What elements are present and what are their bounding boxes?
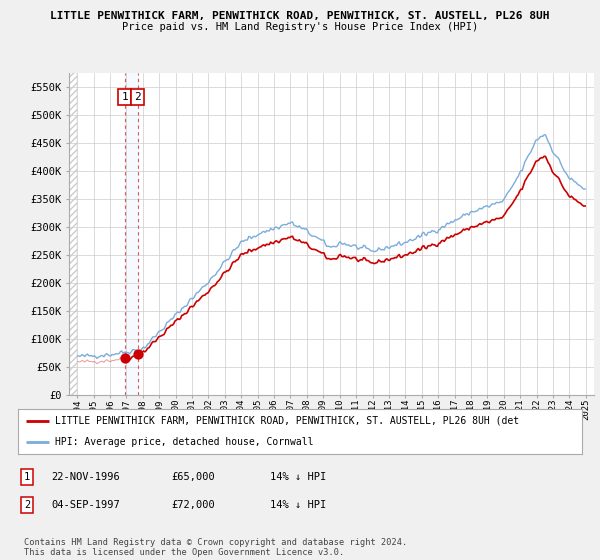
- Text: 14% ↓ HPI: 14% ↓ HPI: [270, 472, 326, 482]
- Text: Price paid vs. HM Land Registry's House Price Index (HPI): Price paid vs. HM Land Registry's House …: [122, 22, 478, 32]
- Text: 1: 1: [121, 92, 128, 102]
- Point: [133, 350, 142, 359]
- Text: Contains HM Land Registry data © Crown copyright and database right 2024.
This d: Contains HM Land Registry data © Crown c…: [24, 538, 407, 557]
- Text: 2: 2: [24, 500, 30, 510]
- Text: HPI: Average price, detached house, Cornwall: HPI: Average price, detached house, Corn…: [55, 436, 313, 446]
- Text: 2: 2: [134, 92, 141, 102]
- Text: £65,000: £65,000: [171, 472, 215, 482]
- Text: 22-NOV-1996: 22-NOV-1996: [51, 472, 120, 482]
- Text: LITTLE PENWITHICK FARM, PENWITHICK ROAD, PENWITHICK, ST. AUSTELL, PL26 8UH (det: LITTLE PENWITHICK FARM, PENWITHICK ROAD,…: [55, 416, 519, 426]
- Bar: [125, 73, 137, 395]
- Text: 14% ↓ HPI: 14% ↓ HPI: [270, 500, 326, 510]
- Text: 1: 1: [24, 472, 30, 482]
- Text: LITTLE PENWITHICK FARM, PENWITHICK ROAD, PENWITHICK, ST. AUSTELL, PL26 8UH: LITTLE PENWITHICK FARM, PENWITHICK ROAD,…: [50, 11, 550, 21]
- Text: £72,000: £72,000: [171, 500, 215, 510]
- Text: 04-SEP-1997: 04-SEP-1997: [51, 500, 120, 510]
- Point: [120, 354, 130, 363]
